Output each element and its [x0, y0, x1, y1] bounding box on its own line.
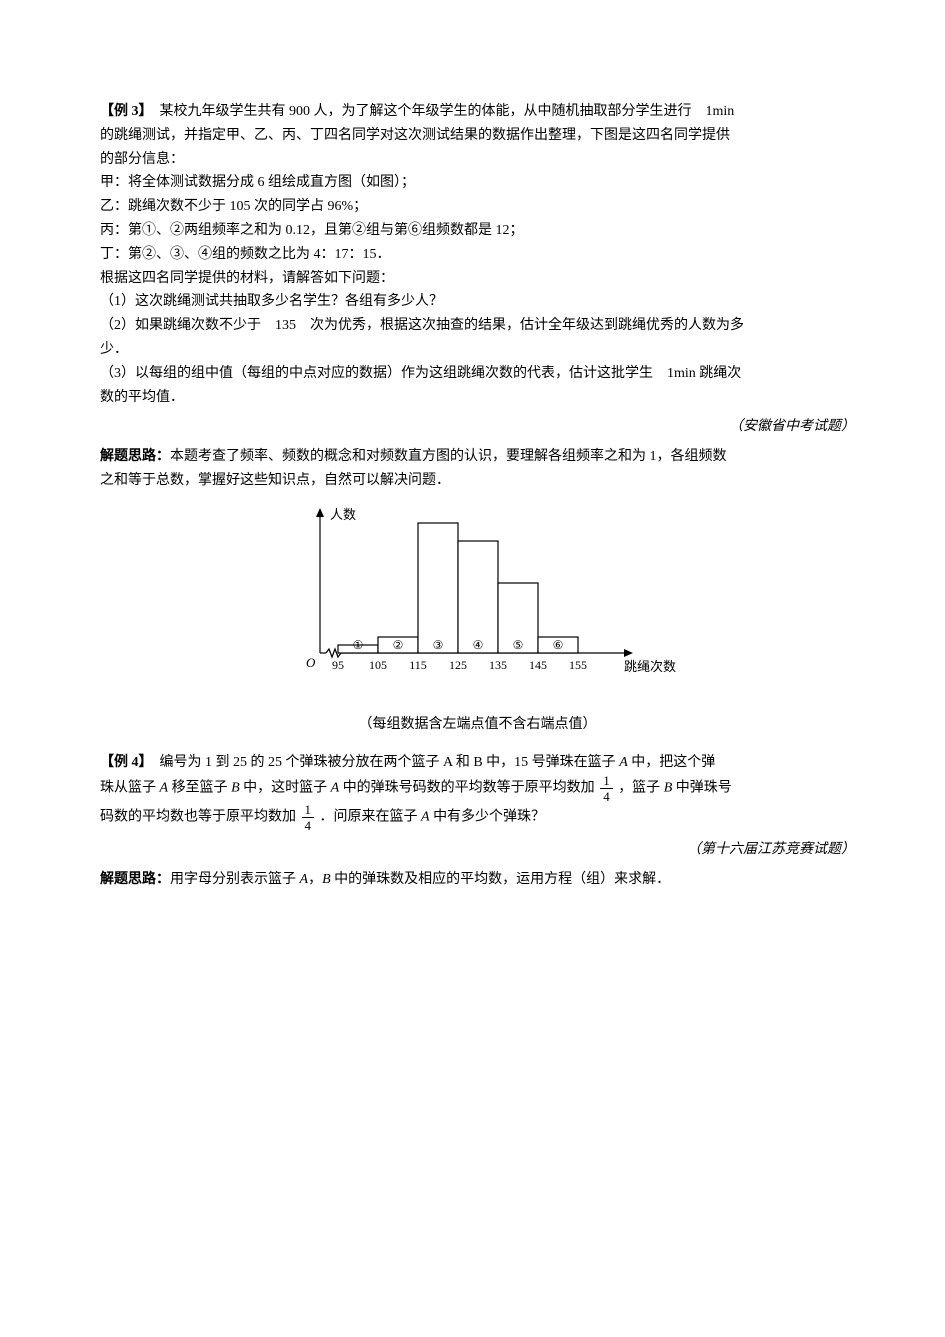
svg-text:155: 155 [569, 658, 587, 672]
svg-text:跳绳次数: 跳绳次数 [624, 659, 676, 674]
svg-text:②: ② [392, 638, 403, 652]
svg-text:⑥: ⑥ [552, 638, 563, 652]
ex3-q2a: （2）如果跳绳次数不少于 135 次为优秀，根据这次抽查的结果，估计全年级达到跳… [100, 314, 855, 338]
svg-text:105: 105 [369, 658, 387, 672]
fraction-1-4: 14 [600, 774, 613, 803]
svg-text:⑤: ⑤ [512, 638, 523, 652]
ex4-line3: 码数的平均数也等于原平均数加 14 ．问原来在篮子 A 中有多少个弹珠？ [100, 803, 855, 832]
svg-text:95: 95 [332, 658, 344, 672]
ex4-source: （第十六届江苏竞赛试题） [100, 838, 855, 862]
ex3-q3b: 数的平均值． [100, 386, 855, 410]
ex3-source: （安徽省中考试题） [100, 415, 855, 439]
svg-text:125: 125 [449, 658, 467, 672]
ex3-q1: （1）这次跳绳测试共抽取多少名学生？各组有多少人？ [100, 290, 855, 314]
histogram-figure: 人数跳绳次数 O ① ② ③ ④ ⑤ ⑥ 95 105 115 125 135 145 155 [100, 503, 855, 703]
ex3-q2b: 少． [100, 338, 855, 362]
svg-text:O: O [306, 655, 316, 670]
ex4-hint: 解题思路：用字母分别表示篮子 A，B 中的弹珠数及相应的平均数，运用方程（组）来… [100, 868, 855, 892]
ex3-yi: 乙：跳绳次数不少于 105 次的同学占 96%； [100, 195, 855, 219]
ex3-line1: 【例 3】 某校九年级学生共有 900 人，为了解这个年级学生的体能，从中随机抽… [100, 100, 855, 124]
svg-text:①: ① [352, 638, 363, 652]
svg-text:人数: 人数 [330, 507, 356, 522]
histogram-svg: 人数跳绳次数 O ① ② ③ ④ ⑤ ⑥ 95 105 115 125 135 145 155 [278, 503, 678, 703]
svg-text:135: 135 [489, 658, 507, 672]
ex3-bing: 丙：第①、②两组频率之和为 0.12，且第②组与第⑥组频数都是 12； [100, 219, 855, 243]
ex3-jia: 甲：将全体测试数据分成 6 组绘成直方图（如图）； [100, 171, 855, 195]
ex3-line3: 的部分信息： [100, 148, 855, 172]
ex4-hint-label: 解题思路： [100, 872, 170, 887]
ex3-hint-2: 之和等于总数，掌握好这些知识点，自然可以解决问题． [100, 469, 855, 493]
ex4-line2: 珠从篮子 A 移至篮子 B 中，这时篮子 A 中的弹珠号码数的平均数等于原平均数… [100, 774, 855, 803]
ex3-ding: 丁：第②、③、④组的频数之比为 4：17：15． [100, 243, 855, 267]
ex3-hint-label: 解题思路： [100, 449, 170, 464]
ex3-q3a: （3）以每组的组中值（每组的中点对应的数据）作为这组跳绳次数的代表，估计这批学生… [100, 362, 855, 386]
ex3-title: 【例 3】 [100, 104, 146, 119]
ex4-line1: 【例 4】 编号为 1 到 25 的 25 个弹珠被分放在两个篮子 A 和 B … [100, 751, 855, 775]
ex3-hint-1: 解题思路：本题考查了频率、频数的概念和对频数直方图的认识，要理解各组频率之和为 … [100, 445, 855, 469]
svg-text:④: ④ [472, 638, 483, 652]
svg-text:145: 145 [529, 658, 547, 672]
ex3-ask: 根据这四名同学提供的材料，请解答如下问题： [100, 267, 855, 291]
ex4-title: 【例 4】 [100, 755, 146, 770]
svg-text:③: ③ [432, 638, 443, 652]
histogram-caption: （每组数据含左端点值不含右端点值） [100, 713, 855, 737]
fraction-1-4-b: 14 [302, 803, 315, 832]
ex3-line2: 的跳绳测试，并指定甲、乙、丙、丁四名同学对这次测试结果的数据作出整理，下图是这四… [100, 124, 855, 148]
svg-text:115: 115 [409, 658, 427, 672]
